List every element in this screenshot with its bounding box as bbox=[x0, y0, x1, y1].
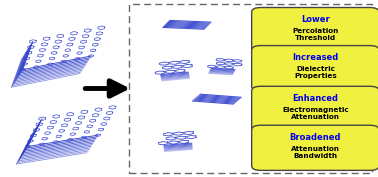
FancyBboxPatch shape bbox=[252, 46, 378, 91]
FancyBboxPatch shape bbox=[252, 125, 378, 170]
FancyBboxPatch shape bbox=[252, 8, 378, 53]
Text: Enhanced: Enhanced bbox=[292, 94, 338, 103]
Text: Percolation
Threshold: Percolation Threshold bbox=[292, 28, 339, 41]
Text: Increased: Increased bbox=[292, 53, 338, 62]
FancyBboxPatch shape bbox=[252, 86, 378, 131]
Text: Broadened: Broadened bbox=[290, 133, 341, 142]
Text: Attenuation
Bandwidth: Attenuation Bandwidth bbox=[291, 146, 340, 159]
Text: Dielectric
Properties: Dielectric Properties bbox=[294, 66, 337, 79]
Text: Lower: Lower bbox=[301, 15, 330, 24]
Text: Electromagnetic
Attenuation: Electromagnetic Attenuation bbox=[282, 107, 349, 120]
